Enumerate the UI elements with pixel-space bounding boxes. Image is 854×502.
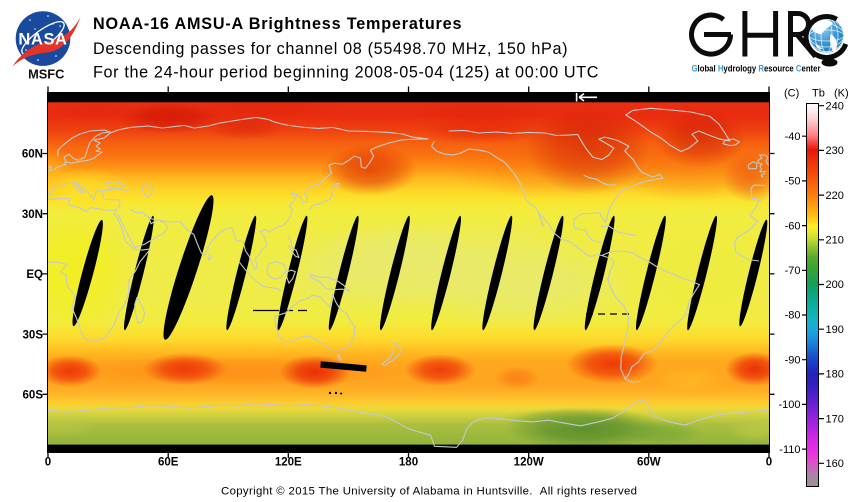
svg-text:-100: -100 — [778, 399, 800, 411]
svg-text:Tb: Tb — [812, 88, 825, 100]
svg-text:EQ: EQ — [26, 269, 43, 281]
svg-text:180: 180 — [826, 369, 844, 381]
svg-text:30S: 30S — [23, 329, 44, 341]
svg-text:160: 160 — [826, 458, 844, 470]
svg-text:210: 210 — [826, 235, 844, 247]
svg-text:60W: 60W — [637, 457, 661, 469]
svg-text:220: 220 — [826, 190, 844, 202]
svg-text:Copyright © 2015 The Universit: Copyright © 2015 The University of Alaba… — [221, 486, 637, 498]
svg-text:240: 240 — [826, 100, 844, 112]
svg-text:-40: -40 — [785, 131, 801, 143]
svg-text:60S: 60S — [23, 390, 44, 402]
svg-text:0: 0 — [45, 457, 51, 469]
svg-text:0: 0 — [766, 457, 772, 469]
svg-text:200: 200 — [826, 279, 844, 291]
svg-text:(C): (C) — [784, 88, 799, 100]
svg-text:120E: 120E — [275, 457, 302, 469]
svg-text:-80: -80 — [785, 310, 801, 322]
svg-text:-70: -70 — [785, 265, 801, 277]
svg-text:Global Hydrology Resource Cent: Global Hydrology Resource Center — [692, 64, 821, 74]
svg-text:-60: -60 — [785, 220, 801, 232]
svg-text:For the 24-hour period beginni: For the 24-hour period beginning 2008-05… — [93, 64, 599, 82]
svg-text:60E: 60E — [158, 457, 179, 469]
svg-text:MSFC: MSFC — [28, 67, 64, 82]
svg-text:180: 180 — [399, 457, 418, 469]
svg-text:30N: 30N — [22, 209, 43, 221]
svg-text:190: 190 — [826, 324, 844, 336]
svg-text:60N: 60N — [22, 149, 43, 161]
svg-text:(K): (K) — [834, 88, 849, 100]
svg-text:-110: -110 — [779, 444, 800, 456]
svg-text:Descending passes for channel: Descending passes for channel 08 (55498.… — [93, 40, 568, 58]
svg-text:-50: -50 — [785, 176, 801, 188]
svg-text:230: 230 — [826, 145, 844, 157]
svg-text:-90: -90 — [785, 354, 801, 366]
svg-text:170: 170 — [826, 413, 844, 425]
svg-text:120W: 120W — [514, 457, 544, 469]
svg-text:NOAA-16 AMSU-A Brightness Temp: NOAA-16 AMSU-A Brightness Temperatures — [93, 15, 462, 33]
svg-text:NASA: NASA — [18, 31, 67, 49]
